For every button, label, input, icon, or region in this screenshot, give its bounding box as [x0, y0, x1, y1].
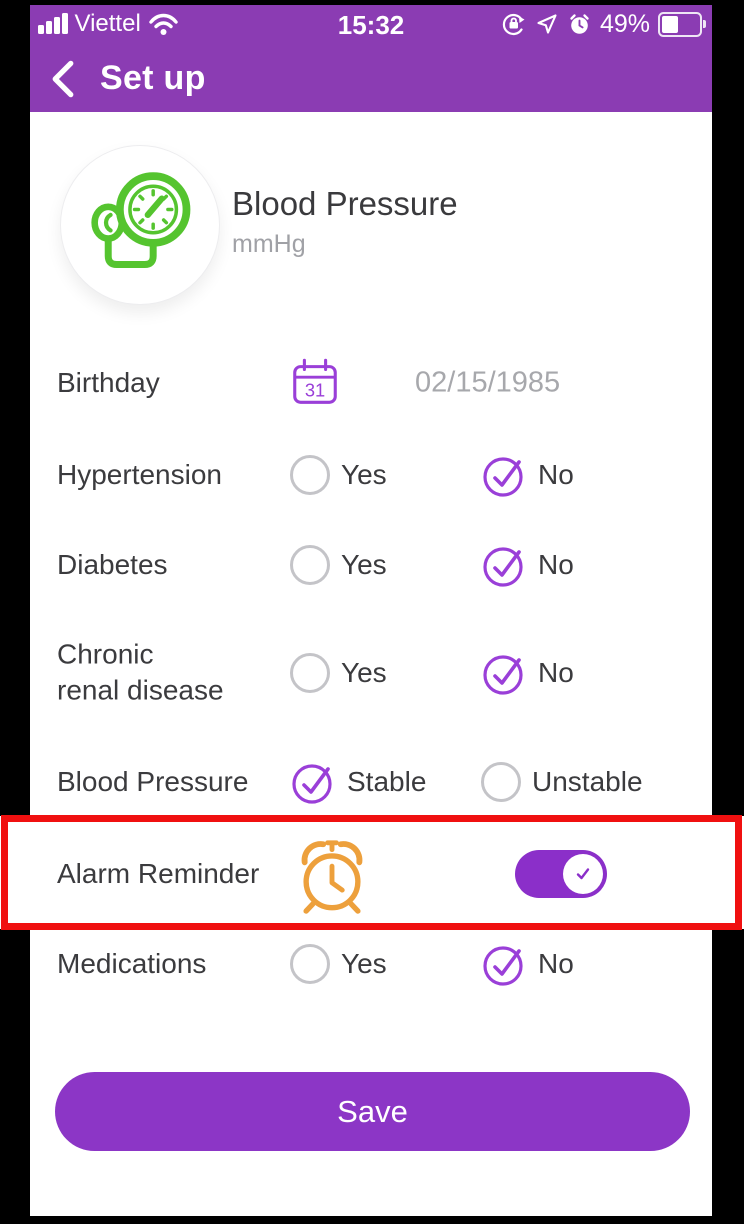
question-label: Medications	[57, 947, 207, 979]
radio-unchecked-icon	[290, 455, 330, 495]
toggle-knob	[563, 854, 603, 894]
option-label: Stable	[347, 766, 427, 797]
option-label: Yes	[341, 549, 387, 580]
measure-name: Blood Pressure	[232, 185, 458, 222]
avatar	[60, 145, 220, 305]
question-label: Chronic renal disease	[57, 638, 224, 706]
birthday-value[interactable]: 02/15/1985	[415, 366, 561, 399]
option-yes[interactable]: Yes	[290, 455, 387, 495]
phone-screen: Viettel 15:32	[30, 5, 712, 1216]
option-no[interactable]: No	[481, 542, 574, 588]
option-yes[interactable]: Yes	[290, 653, 387, 693]
option-yes[interactable]: Yes	[290, 545, 387, 585]
radio-checked-icon	[483, 457, 523, 497]
alarm-clock-icon	[291, 832, 373, 916]
status-bar: Viettel 15:32	[30, 9, 712, 40]
radio-unchecked-icon	[290, 944, 330, 984]
signal-strength-icon	[38, 12, 68, 37]
option-label: No	[538, 948, 574, 979]
option-label: No	[538, 549, 574, 580]
blood-pressure-gauge-icon	[91, 172, 191, 269]
status-right-group: 49%	[500, 9, 706, 39]
birthday-label: Birthday	[57, 366, 160, 398]
back-button[interactable]	[46, 57, 80, 101]
option-yes[interactable]: Yes	[290, 944, 387, 984]
calendar-day-number: 31	[305, 380, 325, 401]
question-label: Diabetes	[57, 548, 168, 580]
option-label: Yes	[341, 459, 387, 490]
option-unstable[interactable]: Unstable	[481, 762, 643, 802]
alarm-reminder-label: Alarm Reminder	[57, 857, 260, 889]
radio-unchecked-icon	[290, 545, 330, 585]
save-button[interactable]: Save	[55, 1072, 690, 1151]
option-label: No	[538, 657, 574, 688]
radio-unchecked-icon	[290, 653, 330, 693]
option-label: Unstable	[532, 766, 643, 797]
battery-icon	[658, 11, 706, 37]
location-arrow-icon	[535, 12, 559, 36]
option-no[interactable]: No	[481, 452, 574, 498]
option-label: Yes	[341, 948, 387, 979]
alarm-set-icon	[567, 12, 592, 37]
annotation-highlight-box	[1, 815, 742, 930]
app-header: Viettel 15:32	[30, 5, 712, 112]
radio-checked-icon	[483, 946, 523, 986]
rotation-lock-icon	[500, 11, 527, 38]
carrier-label: Viettel	[74, 10, 141, 37]
option-no[interactable]: No	[481, 650, 574, 696]
question-label: Hypertension	[57, 458, 222, 490]
alarm-reminder-row: Alarm Reminder	[30, 829, 712, 919]
calendar-icon[interactable]: 31	[288, 356, 342, 410]
question-label: Blood Pressure	[57, 765, 249, 797]
birthday-row: Birthday 31 02/15/1985	[30, 338, 712, 428]
radio-checked-icon	[292, 764, 332, 804]
wifi-icon	[148, 13, 179, 36]
page-title: Set up	[100, 59, 206, 97]
diabetes-row: Diabetes Yes No	[30, 520, 712, 610]
battery-percent-label: 49%	[599, 9, 650, 38]
chevron-left-icon	[52, 60, 74, 97]
alarm-toggle-on[interactable]	[515, 850, 607, 898]
radio-checked-icon	[483, 547, 523, 587]
radio-unchecked-icon	[481, 762, 521, 802]
radio-checked-icon	[483, 655, 523, 695]
nav-row: Set up	[30, 51, 712, 106]
status-left-group: Viettel	[38, 9, 179, 39]
measure-unit: mmHg	[232, 230, 306, 258]
medications-row: Medications Yes No	[30, 919, 712, 1009]
chronic-renal-disease-row: Chronic renal disease Yes No	[30, 628, 712, 718]
option-label: No	[538, 459, 574, 490]
option-no[interactable]: No	[481, 941, 574, 987]
option-label: Yes	[341, 657, 387, 688]
option-stable[interactable]: Stable	[290, 759, 426, 805]
check-icon	[576, 868, 590, 880]
clock-time: 15:32	[337, 10, 405, 40]
blood-pressure-row: Blood Pressure Stable Unstable	[30, 737, 712, 827]
hypertension-row: Hypertension Yes No	[30, 430, 712, 520]
